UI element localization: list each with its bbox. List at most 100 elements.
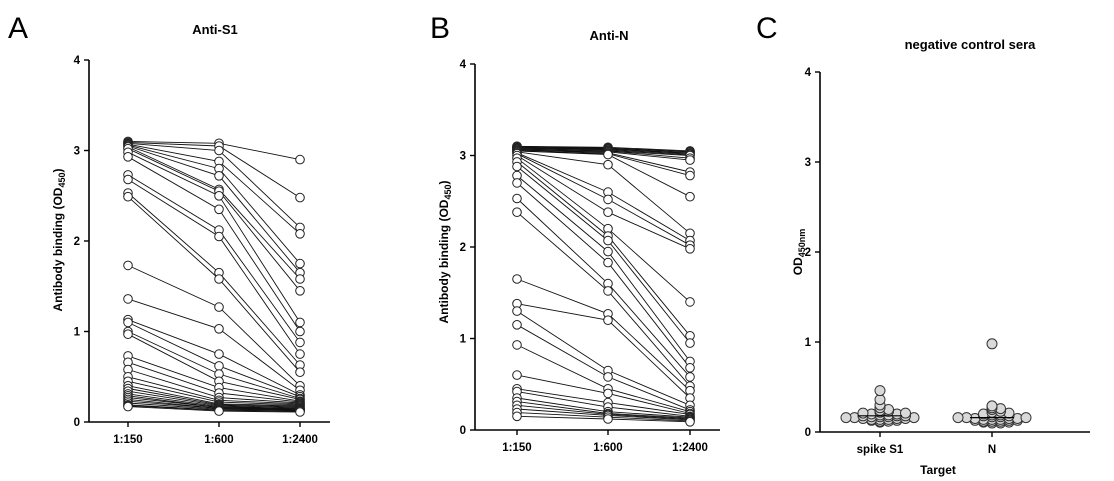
x-tick-label-a-0: 1:150 — [113, 434, 142, 446]
series-line-a-15 — [127, 298, 301, 391]
data-point-a-5-1 — [214, 171, 224, 181]
y-tick-label-c-1: 1 — [805, 337, 812, 349]
data-point-c-0-24 — [857, 407, 869, 419]
data-point-b-16-2 — [685, 297, 695, 307]
panel-letter-a: A — [8, 12, 28, 45]
y-tick-label-a-2: 2 — [74, 236, 80, 248]
data-point-a-14-0 — [123, 260, 133, 271]
data-point-b-23-0 — [512, 274, 522, 284]
data-point-c-0-33 — [874, 385, 886, 397]
data-point-a-13-0 — [123, 191, 133, 202]
data-point-c-0-25 — [900, 407, 911, 419]
data-point-a-36-2 — [295, 407, 305, 417]
series-line-a-2 — [127, 142, 301, 228]
panel-letter-c: C — [756, 12, 778, 45]
data-point-b-18-2 — [685, 338, 695, 348]
data-point-b-15-1 — [603, 207, 613, 217]
data-point-a-13-1 — [214, 274, 224, 284]
series-line-a-11 — [127, 179, 301, 355]
panel-c-y-axis-label-main: OD — [791, 257, 805, 275]
panel-c-y-axis-label: OD450nm — [791, 229, 807, 276]
series-line-b-24 — [516, 303, 691, 399]
data-point-a-17-1 — [214, 361, 224, 371]
data-point-a-16-1 — [214, 349, 224, 359]
panel-a-y-axis-label-main: Antibody binding (OD — [51, 187, 65, 311]
data-point-c-1-32 — [986, 400, 998, 412]
data-point-b-8-2 — [685, 155, 695, 165]
data-point-a-1-2 — [295, 192, 305, 203]
svg-text:Antibody binding (OD450): Antibody binding (OD450) — [437, 180, 453, 323]
data-point-b-15-2 — [685, 244, 695, 254]
data-point-a-10-2 — [295, 337, 305, 348]
panel-b-y-axis-label-end: ) — [437, 180, 451, 184]
data-point-a-11-2 — [295, 349, 305, 359]
panel-c: C negative control sera OD450nm Target 0… — [756, 12, 1090, 477]
panel-c-x-axis-label: Target — [920, 463, 956, 477]
panel-letter-b: B — [430, 12, 450, 45]
svg-text:Antibody binding (OD450): Antibody binding (OD450) — [51, 168, 67, 311]
data-point-a-9-1 — [214, 204, 224, 215]
series-line-a-14 — [127, 264, 301, 387]
series-line-b-19 — [516, 175, 691, 362]
y-tick-label-c-3: 3 — [805, 157, 811, 169]
data-point-b-24-1 — [603, 315, 613, 326]
data-point-b-36-1 — [603, 414, 613, 424]
data-point-a-7-2 — [295, 286, 305, 296]
series-line-a-12 — [127, 192, 301, 366]
data-point-b-20-0 — [512, 178, 522, 188]
data-point-b-18-0 — [512, 161, 522, 172]
data-point-b-11-1 — [603, 149, 613, 160]
data-point-b-20-2 — [685, 363, 695, 373]
panel-b: B Anti-N Antibody binding (OD450) 0 1 2 3 4 1… — [430, 12, 720, 454]
data-point-b-12-1 — [603, 159, 613, 170]
data-point-b-10-2 — [685, 170, 695, 181]
series-line-b-22 — [516, 211, 691, 387]
data-point-a-9-0 — [123, 152, 133, 162]
data-point-b-21-2 — [685, 372, 695, 382]
data-point-b-22-1 — [603, 286, 613, 296]
data-point-b-14-1 — [603, 194, 613, 205]
y-tick-label-c-4: 4 — [805, 67, 812, 79]
x-tick-label-a-1: 1:600 — [204, 434, 233, 446]
data-point-a-15-0 — [123, 294, 133, 304]
data-point-b-36-2 — [685, 417, 695, 427]
y-tick-label-b-2: 2 — [460, 242, 466, 254]
y-tick-label-a-4: 4 — [74, 55, 81, 67]
data-point-a-13-2 — [295, 367, 305, 378]
series-line-a-8 — [127, 151, 301, 323]
panel-a-title: Anti-S1 — [192, 22, 238, 37]
data-point-c-0-13 — [840, 412, 852, 424]
data-point-a-36-0 — [123, 401, 133, 412]
data-point-b-11-2 — [685, 191, 695, 202]
data-point-c-1-18 — [952, 412, 964, 424]
y-tick-label-b-1: 1 — [460, 334, 467, 346]
data-point-a-36-1 — [214, 406, 224, 416]
data-point-c-1-33 — [986, 338, 998, 350]
data-point-a-3-2 — [295, 229, 305, 239]
data-point-b-26-1 — [603, 372, 613, 382]
x-tick-label-c-1: N — [988, 444, 996, 456]
data-point-a-15-1 — [214, 324, 224, 334]
series-line-a-13 — [127, 196, 301, 373]
x-tick-label-c-0: spike S1 — [857, 444, 904, 456]
data-point-a-11-1 — [214, 231, 224, 242]
data-point-a-17-0 — [123, 317, 133, 328]
data-point-b-20-1 — [603, 257, 613, 268]
svg-text:OD450nm: OD450nm — [791, 229, 807, 276]
data-point-b-19-1 — [603, 246, 613, 257]
data-point-a-19-0 — [123, 329, 133, 340]
data-point-a-9-2 — [295, 326, 305, 337]
data-point-b-25-0 — [512, 306, 522, 316]
panel-b-plot: 0 1 2 3 4 1:150 1:600 1:2400 — [460, 59, 720, 454]
y-tick-label-a-0: 0 — [74, 417, 80, 429]
data-point-a-8-1 — [214, 191, 224, 201]
data-point-c-1-17 — [1020, 412, 1032, 424]
x-tick-label-b-2: 1:2400 — [672, 442, 708, 454]
panel-c-plot: 0 1 2 3 4 spike S1 N — [805, 67, 1090, 456]
y-tick-label-b-0: 0 — [460, 425, 466, 437]
panel-a-plot: 0 1 2 3 4 1:150 1:600 1:2400 — [74, 55, 330, 446]
data-point-b-22-0 — [512, 207, 522, 217]
data-point-a-0-2 — [295, 154, 305, 165]
y-tick-label-b-4: 4 — [460, 59, 467, 71]
